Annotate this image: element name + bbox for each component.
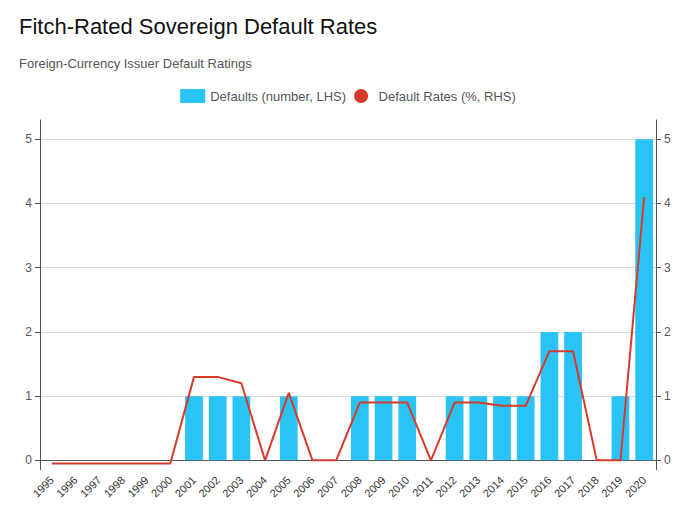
svg-text:2011: 2011 [410,474,435,499]
svg-text:Defaults (number, LHS): Defaults (number, LHS) [210,89,346,104]
svg-text:0: 0 [664,453,671,467]
svg-text:2019: 2019 [599,474,625,500]
svg-text:5: 5 [25,132,32,146]
svg-text:2003: 2003 [220,474,246,500]
svg-text:2004: 2004 [244,474,270,500]
svg-text:2002: 2002 [196,474,222,500]
svg-text:4: 4 [25,196,32,210]
svg-text:2017: 2017 [552,474,578,500]
svg-text:Default Rates (%, RHS): Default Rates (%, RHS) [379,89,516,104]
svg-text:0: 0 [25,453,32,467]
svg-text:1: 1 [25,389,32,403]
svg-text:2012: 2012 [433,474,459,500]
svg-text:1996: 1996 [54,474,80,500]
svg-text:2005: 2005 [267,474,293,500]
svg-text:2007: 2007 [315,474,341,500]
svg-text:2: 2 [664,325,671,339]
svg-text:2006: 2006 [291,474,317,500]
svg-text:2013: 2013 [457,474,483,500]
svg-text:2001: 2001 [172,474,198,500]
svg-text:2000: 2000 [149,474,175,500]
svg-text:Fitch-Rated Sovereign Default: Fitch-Rated Sovereign Default Rates [19,14,377,39]
svg-text:2018: 2018 [575,474,601,500]
svg-text:1999: 1999 [125,474,151,500]
svg-text:1998: 1998 [101,474,127,500]
svg-text:1995: 1995 [30,474,56,500]
svg-text:2015: 2015 [504,474,530,500]
svg-text:2016: 2016 [528,474,554,500]
svg-text:2: 2 [25,325,32,339]
svg-text:3: 3 [25,261,32,275]
svg-text:2010: 2010 [386,474,412,500]
svg-text:5: 5 [664,132,671,146]
svg-text:1997: 1997 [78,474,104,500]
svg-text:2008: 2008 [338,474,364,500]
svg-text:1: 1 [664,389,671,403]
svg-text:2009: 2009 [362,474,388,500]
svg-text:2020: 2020 [623,474,649,500]
svg-text:2014: 2014 [480,474,506,500]
svg-text:3: 3 [664,261,671,275]
svg-text:Foreign-Currency Issuer Defaul: Foreign-Currency Issuer Default Ratings [19,56,252,71]
svg-text:4: 4 [664,196,671,210]
